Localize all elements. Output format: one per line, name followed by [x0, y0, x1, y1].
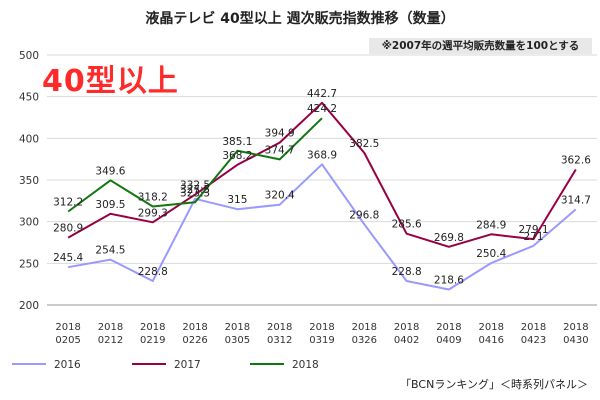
- data-label-2017: 280.9: [53, 223, 83, 235]
- data-label-2018: 385.1: [222, 136, 252, 148]
- data-label-2017: 269.8: [434, 232, 464, 244]
- x-tick-label-week: 0402: [394, 335, 419, 346]
- chart-title: 液晶テレビ 40型以上 週次販売指数推移（数量）: [145, 11, 455, 27]
- x-tick-label-year: 2018: [436, 322, 461, 333]
- y-tick-label: 500: [19, 50, 39, 62]
- y-tick-label: 450: [19, 92, 39, 104]
- x-tick-label-year: 2018: [182, 322, 207, 333]
- y-tick-label: 350: [19, 175, 39, 187]
- data-label-2016: 245.4: [53, 252, 83, 264]
- data-label-2017: 284.9: [476, 219, 506, 231]
- data-label-2017: 442.7: [307, 88, 337, 100]
- x-tick-label-week: 0423: [521, 335, 546, 346]
- index-note: ※2007年の週平均販売数量を100とする: [369, 38, 592, 54]
- legend-label-2017: 2017: [174, 359, 201, 371]
- data-label-2016: 327.5: [180, 184, 210, 196]
- data-label-2016: 271: [524, 231, 544, 243]
- data-label-2017: 285.6: [392, 219, 422, 231]
- legend-label-2016: 2016: [54, 359, 81, 371]
- x-tick-label-year: 2018: [394, 322, 419, 333]
- x-tick-label-year: 2018: [309, 322, 334, 333]
- data-label-2017: 394.9: [265, 128, 295, 140]
- data-label-2017: 362.6: [561, 155, 591, 167]
- data-label-2018: 318.2: [138, 192, 168, 204]
- y-tick-label: 250: [19, 258, 39, 270]
- x-tick-label-week: 0205: [55, 335, 80, 346]
- data-label-2017: 309.5: [95, 199, 125, 211]
- size-category-label: 40型以上: [42, 64, 179, 99]
- data-label-2016: 218.6: [434, 275, 464, 287]
- data-label-2017: 332.5: [180, 180, 210, 192]
- data-label-2016: 250.4: [476, 248, 506, 260]
- data-label-2016: 228.8: [138, 266, 168, 278]
- data-label-2016: 254.5: [95, 245, 125, 257]
- data-label-2017: 382.5: [349, 138, 379, 150]
- y-tick-label: 200: [19, 300, 39, 312]
- data-label-2016: 320.4: [265, 190, 295, 202]
- x-tick-label-week: 0312: [267, 335, 292, 346]
- x-tick-label-week: 0326: [352, 335, 377, 346]
- data-label-2018: 323.3: [180, 187, 210, 199]
- data-label-2018: 374.7: [265, 144, 295, 156]
- x-tick-label-week: 0219: [140, 335, 165, 346]
- data-label-2017: 368.2: [222, 150, 252, 162]
- series-line-2018: [67, 117, 323, 213]
- data-label-2016: 296.8: [349, 209, 379, 221]
- series-line-2017: [67, 101, 577, 248]
- data-label-2016: 228.8: [392, 266, 422, 278]
- legend-label-2018: 2018: [292, 359, 319, 371]
- x-tick-label-week: 0226: [182, 335, 207, 346]
- data-label-2017: 279.1: [519, 224, 549, 236]
- x-tick-label-year: 2018: [140, 322, 165, 333]
- data-label-2016: 314.7: [561, 194, 591, 206]
- x-tick-label-year: 2018: [267, 322, 292, 333]
- x-tick-label-week: 0430: [563, 335, 588, 346]
- x-tick-label-week: 0305: [225, 335, 250, 346]
- y-tick-label: 300: [19, 217, 39, 229]
- x-tick-label-year: 2018: [521, 322, 546, 333]
- x-tick-label-week: 0212: [98, 335, 123, 346]
- data-label-2016: 368.9: [307, 149, 337, 161]
- source-credit: 「BCNランキング」＜時系列パネル＞: [400, 378, 588, 391]
- x-tick-label-year: 2018: [352, 322, 377, 333]
- x-tick-label-week: 0416: [479, 335, 504, 346]
- series-line-2016: [68, 163, 577, 291]
- x-tick-label-week: 0319: [309, 335, 334, 346]
- data-label-2018: 312.2: [53, 197, 83, 209]
- x-tick-label-week: 0409: [436, 335, 461, 346]
- x-tick-label-year: 2018: [98, 322, 123, 333]
- x-tick-label-year: 2018: [479, 322, 504, 333]
- data-label-2018: 424.2: [307, 103, 337, 115]
- x-tick-label-year: 2018: [55, 322, 80, 333]
- x-tick-label-year: 2018: [225, 322, 250, 333]
- x-tick-label-year: 2018: [563, 322, 588, 333]
- data-label-2018: 349.6: [95, 165, 125, 177]
- data-label-2017: 299.3: [138, 207, 168, 219]
- data-label-2016: 315: [227, 194, 247, 206]
- y-tick-label: 400: [19, 133, 39, 145]
